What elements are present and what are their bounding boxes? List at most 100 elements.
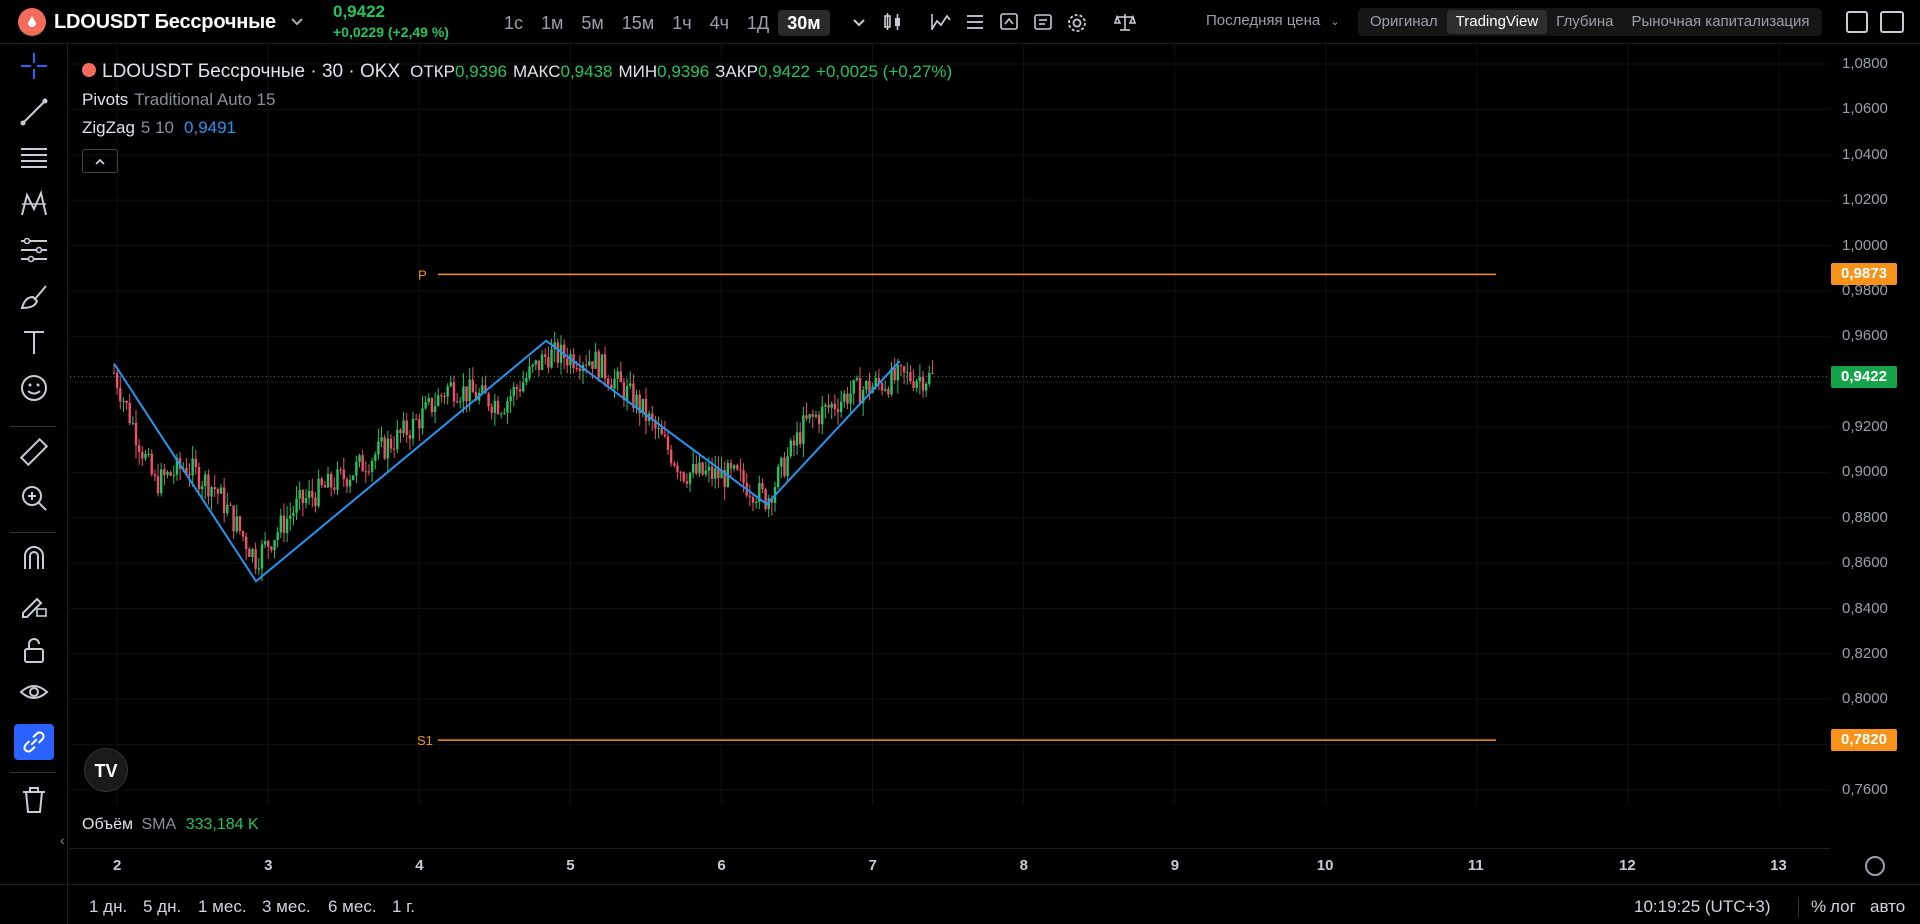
candle-body bbox=[512, 387, 515, 397]
range-1m[interactable]: 1 мес. bbox=[198, 897, 247, 916]
tf-1s[interactable]: 1с bbox=[504, 13, 524, 33]
axis-settings-icon[interactable] bbox=[1865, 856, 1885, 876]
candle-body bbox=[471, 379, 475, 393]
volume-legend[interactable]: Объём SMA 333,184 K bbox=[82, 816, 259, 834]
link-icon[interactable] bbox=[14, 724, 54, 760]
legend-zigzag-row[interactable]: ZigZag 5 10 0,9491 bbox=[82, 114, 952, 142]
replay-icon[interactable] bbox=[1032, 12, 1054, 32]
candle-body bbox=[550, 349, 553, 368]
price-tick: 0,7600 bbox=[1842, 781, 1888, 798]
trend-line-icon[interactable] bbox=[14, 94, 54, 130]
range-1d[interactable]: 1 дн. bbox=[89, 897, 128, 916]
view-tradingview[interactable]: TradingView bbox=[1446, 10, 1548, 34]
price-axis[interactable]: 1,0800 1,0600 1,0400 1,0200 1,0000 0,9800 0,96… bbox=[1830, 44, 1920, 804]
layout-list-icon[interactable] bbox=[964, 12, 986, 32]
candle-body bbox=[112, 372, 116, 374]
candle-body bbox=[311, 490, 314, 498]
candle-body bbox=[122, 400, 125, 402]
candle-body bbox=[865, 381, 868, 390]
lock-drawing-icon[interactable] bbox=[14, 586, 54, 622]
indicators-icon[interactable] bbox=[930, 12, 952, 32]
candle-body bbox=[562, 344, 566, 359]
candle-body bbox=[751, 496, 755, 503]
candle-body bbox=[792, 440, 796, 446]
collapse-toolbar-icon[interactable]: ‹ bbox=[60, 832, 65, 848]
zoom-in-icon[interactable] bbox=[14, 480, 54, 516]
candle-body bbox=[874, 377, 877, 387]
timeframe-chevron-icon[interactable] bbox=[848, 12, 870, 32]
current-price: 0,9422 bbox=[333, 2, 385, 21]
range-5d[interactable]: 5 дн. bbox=[143, 897, 182, 916]
candle-body bbox=[849, 393, 852, 404]
range-3m[interactable]: 3 мес. bbox=[262, 897, 311, 916]
brush-icon[interactable] bbox=[14, 278, 54, 314]
time-axis[interactable]: 2 3 4 5 6 7 8 9 10 11 12 13 bbox=[70, 848, 1830, 882]
candle-body bbox=[380, 437, 383, 442]
fullscreen-icon[interactable] bbox=[1880, 11, 1904, 33]
candle-body bbox=[691, 463, 695, 473]
tf-1d[interactable]: 1Д bbox=[746, 13, 770, 33]
pivot-s1-badge: 0,7820 bbox=[1831, 729, 1897, 752]
tf-15m[interactable]: 15м bbox=[621, 13, 655, 33]
ruler-icon[interactable] bbox=[14, 434, 54, 470]
range-6m[interactable]: 6 мес. bbox=[328, 897, 377, 916]
horizontal-lines-icon[interactable] bbox=[14, 140, 54, 176]
candle-body bbox=[559, 344, 563, 363]
zigzag-params: 5 10 bbox=[140, 118, 175, 137]
candle-body bbox=[805, 415, 808, 419]
tf-1m[interactable]: 1м bbox=[541, 13, 564, 33]
time-tick: 3 bbox=[264, 857, 273, 874]
clock-timezone[interactable]: 10:19:25 (UTC+3) bbox=[1634, 897, 1771, 916]
tf-5m[interactable]: 5м bbox=[581, 13, 604, 33]
candles-icon[interactable] bbox=[882, 12, 904, 32]
view-original[interactable]: Оригинал bbox=[1370, 13, 1438, 30]
candle-body bbox=[676, 465, 679, 473]
candle-body bbox=[257, 568, 260, 570]
legend-pivots-row[interactable]: Pivots Traditional Auto 15 bbox=[82, 86, 952, 114]
text-icon[interactable] bbox=[14, 324, 54, 360]
candle-body bbox=[153, 474, 157, 477]
tf-1h[interactable]: 1ч bbox=[672, 13, 692, 33]
fib-icon[interactable] bbox=[14, 232, 54, 268]
candle-body bbox=[251, 549, 254, 557]
unlock-icon[interactable] bbox=[14, 632, 54, 668]
candle-body bbox=[836, 409, 840, 413]
tf-4h[interactable]: 4ч bbox=[709, 13, 729, 33]
compare-scale-icon[interactable] bbox=[1113, 12, 1137, 32]
candle-body bbox=[241, 530, 245, 537]
candle-body bbox=[191, 458, 194, 476]
candle-body bbox=[496, 400, 500, 415]
candle-body bbox=[383, 437, 386, 459]
tf-30m[interactable]: 30м bbox=[778, 10, 830, 36]
tradingview-logo[interactable]: TV bbox=[84, 748, 128, 792]
candle-body bbox=[776, 466, 780, 488]
window-icon[interactable] bbox=[1846, 11, 1868, 33]
trash-icon[interactable] bbox=[14, 782, 54, 818]
candle-body bbox=[386, 438, 390, 459]
chevron-down-icon[interactable] bbox=[290, 15, 304, 30]
gear-icon[interactable] bbox=[1066, 12, 1088, 32]
candle-body bbox=[739, 469, 742, 471]
eye-icon[interactable] bbox=[14, 674, 54, 710]
view-depth[interactable]: Глубина bbox=[1556, 13, 1614, 30]
range-1y[interactable]: 1 г. bbox=[392, 897, 416, 916]
emoji-icon[interactable] bbox=[14, 370, 54, 406]
candle-body bbox=[289, 515, 292, 519]
auto-toggle[interactable]: авто bbox=[1870, 897, 1906, 916]
candle-body bbox=[462, 386, 465, 402]
candle-body bbox=[144, 453, 147, 459]
log-toggle[interactable]: лог bbox=[1830, 897, 1856, 916]
pattern-icon[interactable] bbox=[14, 186, 54, 222]
magnet-icon[interactable] bbox=[14, 540, 54, 576]
last-price-select[interactable]: Последняя цена ⌄ bbox=[1206, 12, 1340, 29]
percent-toggle[interactable]: % bbox=[1798, 897, 1826, 917]
crosshair-icon[interactable] bbox=[14, 48, 54, 84]
price-chart[interactable]: P S1 bbox=[70, 44, 1830, 804]
legend-collapse-button[interactable] bbox=[82, 149, 118, 173]
candle-body bbox=[736, 465, 739, 470]
symbol-selector[interactable]: LDOUSDT Бессрочные bbox=[18, 8, 304, 36]
view-market-cap[interactable]: Рыночная капитализация bbox=[1631, 13, 1810, 30]
candle-body bbox=[298, 489, 301, 499]
candle-body bbox=[314, 497, 317, 507]
alert-icon[interactable] bbox=[998, 12, 1020, 32]
